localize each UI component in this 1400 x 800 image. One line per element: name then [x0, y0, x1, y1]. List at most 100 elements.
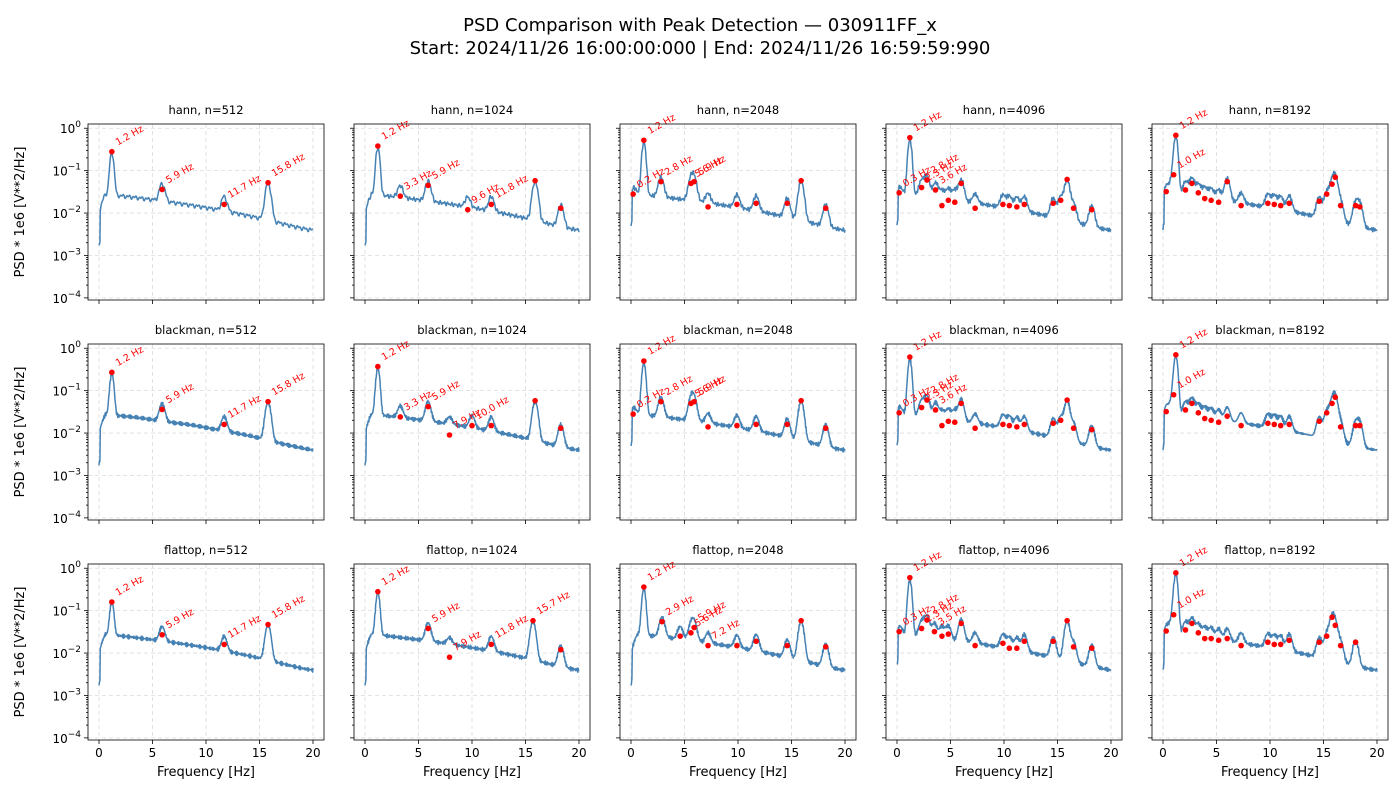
peak-marker — [1195, 410, 1202, 416]
peak-marker — [659, 618, 665, 625]
peak-marker — [530, 617, 536, 624]
y-tick-label: 10−1 — [52, 383, 81, 399]
peak-marker — [1189, 180, 1195, 187]
y-tick-exponent: −3 — [68, 467, 81, 477]
psd-series-line — [896, 138, 1112, 233]
x-tick-label: 20 — [305, 746, 320, 760]
peak-marker — [918, 625, 925, 632]
peak-marker — [397, 414, 404, 420]
x-tick-label: 5 — [149, 746, 157, 760]
peak-marker — [784, 421, 791, 428]
subplot-title: flattop, n=512 — [164, 543, 248, 557]
peak-marker — [1286, 200, 1293, 207]
peak-marker — [1057, 197, 1064, 204]
peak-marker — [688, 630, 694, 636]
subplot-title: blackman, n=4096 — [949, 323, 1059, 337]
peak-marker — [1224, 635, 1230, 642]
peak-marker — [1088, 206, 1095, 213]
peak-label: 2.8 Hz — [663, 374, 695, 399]
peak-marker — [798, 617, 804, 624]
x-tick-label: 10 — [464, 746, 479, 760]
y-tick-base: 10 — [60, 562, 75, 576]
psd-series-line — [98, 372, 314, 466]
peak-marker — [822, 425, 829, 432]
peak-marker — [918, 184, 925, 191]
peak-marker — [488, 422, 495, 429]
peak-marker — [924, 617, 930, 623]
peak-marker — [1163, 408, 1170, 415]
peak-marker — [1014, 645, 1020, 652]
peak-marker — [630, 191, 636, 197]
peak-label: 1.2 Hz — [114, 124, 146, 149]
y-tick-exponent: −3 — [68, 247, 81, 257]
peak-marker — [558, 646, 564, 653]
psd-series-line — [630, 141, 846, 233]
peak-marker — [1316, 198, 1323, 205]
subplot-title: hann, n=512 — [168, 103, 243, 117]
peak-marker — [972, 205, 978, 212]
peak-label: 1.0 Hz — [1176, 587, 1208, 612]
peak-marker — [1323, 410, 1330, 416]
peak-marker — [425, 403, 431, 410]
subplot-frame — [885, 123, 1123, 301]
peak-marker — [939, 202, 945, 209]
peak-marker — [1170, 171, 1177, 178]
peak-marker — [375, 588, 381, 595]
peak-marker — [822, 205, 829, 212]
subplot-frame — [619, 343, 857, 521]
peak-marker — [1332, 174, 1339, 181]
peak-marker — [532, 397, 538, 404]
peak-marker — [1021, 201, 1028, 208]
x-tick-label: 0 — [627, 746, 635, 760]
peak-marker — [932, 187, 939, 193]
subplot-title: flattop, n=2048 — [692, 543, 783, 557]
peak-marker — [1064, 617, 1070, 624]
peak-marker — [1170, 391, 1177, 398]
peak-marker — [1215, 419, 1222, 426]
peak-label: 11.7 Hz — [226, 173, 263, 201]
subplot-frame — [87, 123, 325, 301]
peak-marker — [1316, 418, 1323, 425]
peak-marker — [1286, 421, 1293, 428]
peak-marker — [1238, 202, 1244, 209]
psd-series-line — [98, 151, 314, 246]
peak-marker — [1064, 397, 1070, 403]
peak-marker — [1050, 420, 1057, 427]
subplot-frame — [1151, 563, 1389, 741]
y-axis-label: PSD * 1e6 [V**2/Hz] — [13, 587, 28, 718]
y-tick-base: 10 — [52, 207, 67, 221]
peak-marker — [924, 177, 930, 183]
subplot-title: flattop, n=1024 — [426, 543, 517, 557]
peak-marker — [1323, 191, 1330, 197]
subplot-frame — [87, 343, 325, 521]
subplot-title: blackman, n=512 — [155, 323, 257, 337]
peak-marker — [896, 190, 902, 196]
peak-marker — [1277, 202, 1284, 209]
subplot-title: flattop, n=8192 — [1224, 543, 1315, 557]
y-tick-exponent: −1 — [68, 163, 81, 173]
peak-marker — [446, 432, 453, 438]
peak-marker — [1182, 187, 1189, 193]
peak-marker — [1215, 637, 1222, 644]
peak-marker — [1271, 641, 1278, 648]
peak-marker — [1064, 176, 1070, 183]
peak-marker — [1000, 201, 1006, 208]
peak-marker — [822, 644, 829, 650]
y-tick-label: 10−4 — [52, 290, 81, 306]
subplot-frame — [1151, 123, 1389, 301]
peak-marker — [958, 620, 964, 627]
x-tick-label: 15 — [252, 746, 267, 760]
psd-series-line — [98, 600, 314, 686]
peak-marker — [558, 205, 564, 212]
y-tick-exponent: −2 — [68, 205, 81, 215]
x-tick-label: 15 — [518, 746, 533, 760]
peak-marker — [691, 624, 697, 631]
peak-marker — [446, 654, 453, 660]
y-tick-exponent: −1 — [68, 603, 81, 613]
x-tick-label: 5 — [1213, 746, 1221, 760]
peak-marker — [159, 631, 165, 638]
